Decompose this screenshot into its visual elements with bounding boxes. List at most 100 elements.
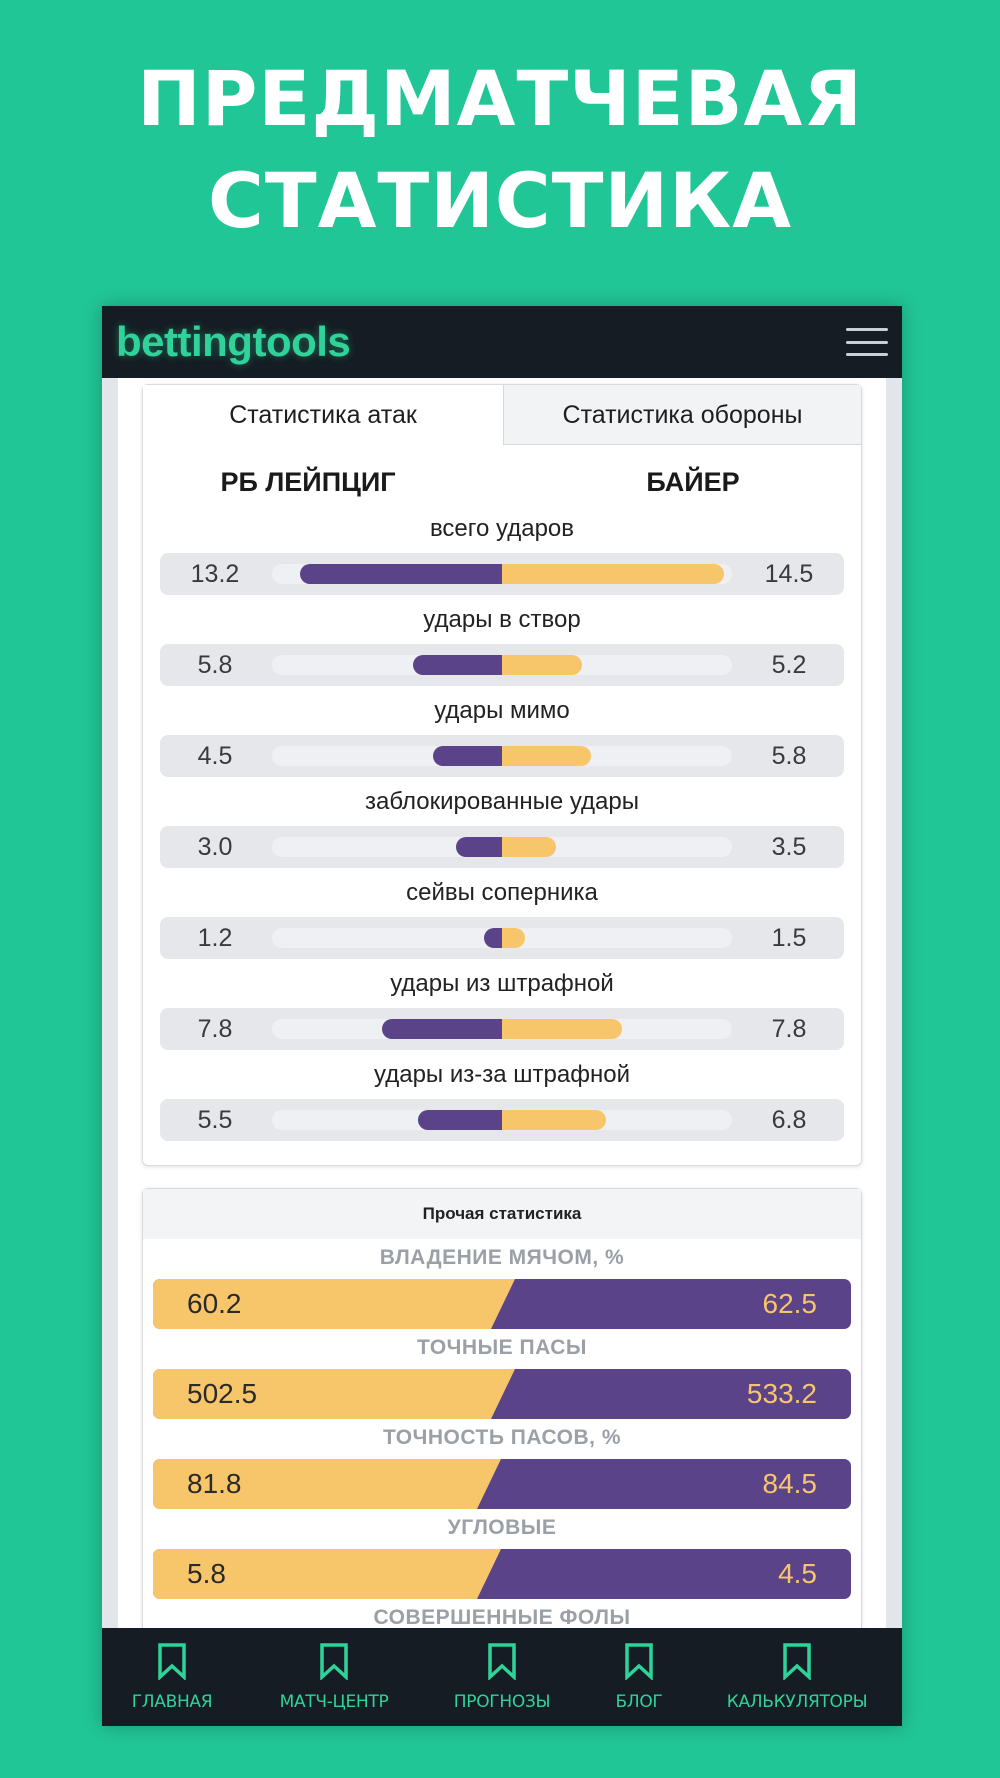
other-stat-bar: 502.5 533.2 (153, 1369, 851, 1419)
nav-item-4[interactable]: КАЛЬКУЛЯТОРЫ (707, 1628, 887, 1726)
stat-row: 3.0 3.5 (160, 826, 844, 868)
stat-bar-track (272, 837, 732, 857)
nav-item-1[interactable]: МАТЧ-ЦЕНТР (244, 1628, 424, 1726)
away-stat-value: 1.5 (771, 924, 807, 952)
home-share-fill (153, 1549, 501, 1599)
stat-bar-track (272, 1110, 732, 1130)
attack-stat-item: удары из штрафной 7.8 7.8 (160, 968, 844, 1050)
away-stat-value: 5.8 (771, 742, 807, 770)
home-stat-bar (413, 655, 502, 675)
away-stat-value: 6.8 (771, 1106, 807, 1134)
away-stat-bar (502, 564, 724, 584)
nav-label: ПРОГНОЗЫ (453, 1692, 551, 1712)
away-stat-bar (502, 655, 582, 675)
home-other-value: 502.5 (187, 1378, 258, 1409)
other-stat-label: ВЛАДЕНИЕ МЯЧОМ, % (379, 1246, 625, 1269)
stat-bar-track (272, 928, 732, 948)
stat-label: всего ударов (429, 515, 575, 542)
bookmark-icon (158, 1643, 186, 1680)
top-bar: bettingtools (102, 306, 902, 378)
home-stat-value: 5.5 (197, 1106, 233, 1134)
phone-screen: bettingtools Статистика атак Статистика … (102, 306, 902, 1726)
hamburger-menu-icon[interactable] (846, 324, 888, 360)
stat-row: 7.8 7.8 (160, 1008, 844, 1050)
away-other-value: 533.2 (746, 1378, 817, 1409)
home-stat-bar (418, 1110, 502, 1130)
home-stat-value: 4.5 (197, 742, 233, 770)
stat-row: 4.5 5.8 (160, 735, 844, 777)
teams-header: РБ ЛЕЙПЦИГ БАЙЕР (143, 467, 861, 507)
other-stat-label: ТОЧНОСТЬ ПАСОВ, % (382, 1426, 621, 1449)
promo-title-line1: ПРЕДМАТЧЕВАЯ (137, 54, 863, 143)
nav-item-0[interactable]: ГЛАВНАЯ (102, 1628, 262, 1726)
attack-stat-item: сейвы соперника 1.2 1.5 (160, 877, 844, 959)
stat-bar-track (272, 564, 732, 584)
bookmark-icon (488, 1643, 516, 1680)
other-stat-label: УГЛОВЫЕ (447, 1516, 557, 1539)
other-stats-title: Прочая статистика (143, 1189, 861, 1239)
attack-stat-item: удары из-за штрафной 5.5 6.8 (160, 1059, 844, 1141)
bookmark-icon (625, 1643, 653, 1680)
bottom-nav: ГЛАВНАЯ МАТЧ-ЦЕНТР ПРОГНОЗЫ БЛОГ КАЛЬКУЛЯТОР… (102, 1628, 902, 1726)
stat-row: 5.8 5.2 (160, 644, 844, 686)
promo-title: ПРЕДМАТЧЕВАЯ СТАТИСТИКА (0, 48, 1000, 252)
stat-bar-track (272, 746, 732, 766)
home-other-value: 5.8 (187, 1558, 226, 1589)
away-stat-bar (502, 1110, 606, 1130)
away-stat-bar (502, 746, 591, 766)
stat-label: заблокированные удары (365, 788, 639, 815)
home-stat-bar (456, 837, 502, 857)
home-team-name: РБ ЛЕЙПЦИГ (220, 467, 396, 497)
nav-label: ГЛАВНАЯ (131, 1692, 213, 1712)
home-stat-value: 1.2 (197, 924, 233, 952)
app-logo[interactable]: bettingtools (116, 318, 351, 365)
nav-item-3[interactable]: БЛОГ (549, 1628, 729, 1726)
main-content[interactable]: Статистика атак Статистика обороны РБ ЛЕ… (102, 378, 902, 1634)
home-share-fill (153, 1369, 515, 1419)
home-stat-value: 5.8 (197, 651, 233, 679)
home-stat-value: 3.0 (197, 833, 233, 861)
away-stat-value: 7.8 (771, 1015, 807, 1043)
stats-tabs: Статистика атак Статистика обороны (143, 385, 861, 445)
nav-label: КАЛЬКУЛЯТОРЫ (726, 1692, 868, 1712)
away-team-name: БАЙЕР (646, 467, 740, 497)
stat-label: сейвы соперника (406, 879, 598, 906)
home-share-fill (153, 1459, 501, 1509)
attack-stat-item: всего ударов 13.2 14.5 (160, 513, 844, 595)
away-stat-value: 3.5 (771, 833, 807, 861)
home-stat-value: 7.8 (197, 1015, 233, 1043)
attack-stats-card: Статистика атак Статистика обороны РБ ЛЕ… (142, 384, 862, 1166)
stat-label: удары из штрафной (390, 970, 614, 997)
stat-row: 1.2 1.5 (160, 917, 844, 959)
attack-stat-item: удары мимо 4.5 5.8 (160, 695, 844, 777)
tab-attack-stats[interactable]: Статистика атак (143, 385, 503, 445)
home-stat-bar (300, 564, 502, 584)
stat-bar-track (272, 1019, 732, 1039)
other-stat-bar: 81.8 84.5 (153, 1459, 851, 1509)
other-stat-label: СОВЕРШЕННЫЕ ФОЛЫ (373, 1606, 631, 1629)
stat-label: удары мимо (434, 697, 570, 724)
tab-defense-stats[interactable]: Статистика обороны (503, 385, 861, 445)
other-stat-label: ТОЧНЫЕ ПАСЫ (417, 1336, 587, 1359)
stat-bar-track (272, 655, 732, 675)
stat-row: 5.5 6.8 (160, 1099, 844, 1141)
away-other-value: 84.5 (762, 1468, 818, 1499)
away-other-value: 4.5 (778, 1558, 817, 1589)
other-stats-card: Прочая статистика ВЛАДЕНИЕ МЯЧОМ, % 60.2 6… (142, 1188, 862, 1634)
home-other-value: 60.2 (187, 1288, 242, 1319)
stat-row: 13.2 14.5 (160, 553, 844, 595)
away-other-value: 62.5 (762, 1288, 818, 1319)
nav-label: МАТЧ-ЦЕНТР (279, 1692, 389, 1712)
away-stat-value: 14.5 (764, 560, 814, 588)
attack-stat-item: заблокированные удары 3.0 3.5 (160, 786, 844, 868)
away-stat-bar (502, 837, 556, 857)
stat-label: удары из-за штрафной (374, 1061, 630, 1088)
attack-stat-item: удары в створ 5.8 5.2 (160, 604, 844, 686)
bookmark-icon (783, 1643, 811, 1680)
away-stat-value: 5.2 (771, 651, 807, 679)
other-stat-bar: 5.8 4.5 (153, 1549, 851, 1599)
away-stat-bar (502, 928, 525, 948)
nav-item-2[interactable]: ПРОГНОЗЫ (412, 1628, 592, 1726)
home-stat-bar (433, 746, 502, 766)
home-other-value: 81.8 (187, 1468, 242, 1499)
